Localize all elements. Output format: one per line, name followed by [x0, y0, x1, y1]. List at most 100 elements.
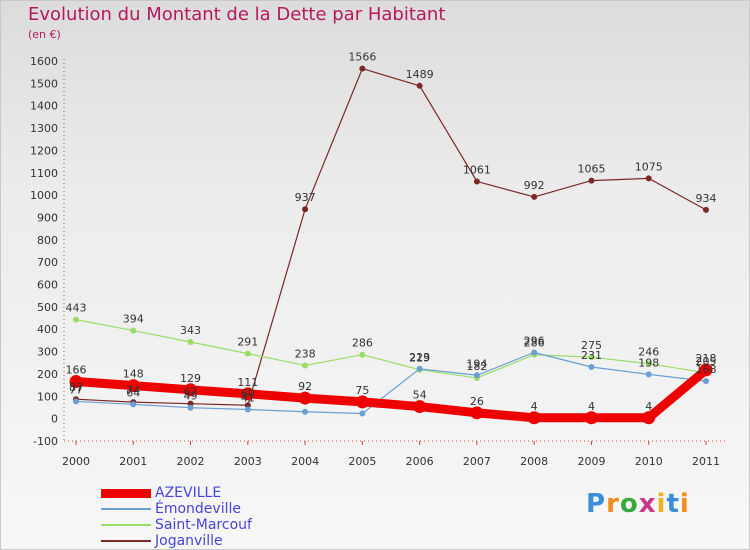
data-point — [359, 65, 366, 72]
legend-swatch — [101, 524, 151, 526]
data-point — [302, 206, 309, 213]
data-point — [413, 400, 427, 414]
y-tick-label: 200 — [37, 368, 58, 381]
data-label: 291 — [237, 336, 258, 349]
data-point — [588, 364, 595, 371]
data-label: 443 — [66, 302, 87, 315]
series-line-azeville — [75, 366, 709, 423]
data-point — [703, 206, 709, 213]
data-label: 4 — [588, 400, 595, 413]
y-tick-label: 700 — [37, 256, 58, 269]
data-point — [302, 408, 309, 415]
data-label: 54 — [413, 389, 427, 402]
data-point — [244, 406, 251, 413]
data-point — [244, 402, 251, 409]
data-label: 64 — [126, 386, 140, 399]
data-label: 182 — [466, 360, 487, 373]
x-tick-label: 2004 — [291, 455, 319, 468]
data-point — [645, 371, 652, 378]
data-label: 194 — [466, 357, 487, 370]
data-label: 74 — [126, 384, 140, 397]
data-point — [130, 327, 137, 334]
legend-label: Joganville — [155, 533, 223, 549]
data-point — [584, 411, 598, 425]
data-label: 4 — [645, 400, 652, 413]
data-point — [645, 175, 652, 182]
y-tick-label: 0 — [51, 413, 58, 426]
y-tick-label: 900 — [37, 211, 58, 224]
series-line-saint-marcouf — [75, 319, 707, 379]
data-label: 92 — [298, 380, 312, 393]
data-point — [470, 406, 484, 420]
y-tick-label: 500 — [37, 301, 58, 314]
data-label: 1065 — [577, 163, 605, 176]
y-tick-label: -100 — [33, 435, 58, 448]
x-tick-label: 2010 — [635, 455, 663, 468]
data-label: 1075 — [635, 160, 663, 173]
data-label: 148 — [123, 368, 144, 381]
data-point — [703, 378, 709, 385]
data-point — [244, 350, 251, 357]
data-label: 49 — [184, 390, 198, 403]
data-label: 77 — [69, 383, 83, 396]
data-label: 238 — [295, 347, 316, 360]
data-point — [699, 363, 713, 377]
data-label: 166 — [66, 364, 87, 377]
data-label: 205 — [696, 355, 717, 368]
data-point — [473, 178, 480, 185]
data-point — [126, 379, 140, 393]
data-label: 111 — [237, 376, 258, 389]
data-label: 394 — [123, 313, 144, 326]
data-point — [241, 387, 255, 401]
data-label: 286 — [524, 337, 545, 350]
data-label: 275 — [581, 339, 602, 352]
data-point — [473, 372, 480, 379]
data-label: 246 — [638, 346, 659, 359]
legend-label: AZEVILLE — [155, 485, 222, 501]
data-point — [130, 401, 137, 408]
x-tick-label: 2011 — [692, 455, 720, 468]
x-tick-label: 2007 — [463, 455, 491, 468]
data-label: 67 — [184, 386, 198, 399]
data-label: 218 — [696, 352, 717, 365]
x-tick-label: 2005 — [348, 455, 376, 468]
legend-swatch — [101, 508, 151, 510]
data-point — [73, 398, 79, 405]
legend-label: Émondeville — [155, 501, 241, 517]
x-tick-label: 2006 — [406, 455, 434, 468]
data-label: 992 — [524, 179, 545, 192]
data-point — [642, 411, 656, 425]
legend-label: Saint-Marcouf — [155, 517, 252, 533]
data-label: 223 — [409, 351, 430, 364]
data-label: 168 — [696, 363, 717, 376]
data-point — [69, 375, 83, 389]
data-point — [588, 177, 595, 184]
data-point — [187, 338, 194, 345]
chart-title: Evolution du Montant de la Dette par Hab… — [28, 4, 446, 25]
y-tick-label: 600 — [37, 279, 58, 292]
y-tick-label: 400 — [37, 323, 58, 336]
data-point — [645, 360, 652, 367]
y-tick-label: 300 — [37, 346, 58, 359]
data-label: 4 — [531, 400, 538, 413]
data-point — [416, 365, 423, 372]
data-point — [531, 349, 538, 356]
x-tick-label: 2008 — [520, 455, 548, 468]
data-point — [302, 362, 309, 369]
y-tick-label: 100 — [37, 390, 58, 403]
data-point — [527, 411, 541, 425]
data-label: 231 — [581, 349, 602, 362]
data-label: 60 — [241, 387, 255, 400]
data-point — [355, 395, 369, 409]
data-label: 1566 — [348, 51, 376, 64]
y-tick-label: 1400 — [30, 100, 58, 113]
y-tick-label: 1600 — [30, 55, 58, 68]
x-tick-label: 2002 — [177, 455, 205, 468]
series-line-joganville — [75, 67, 707, 406]
data-point — [588, 354, 595, 361]
y-tick-label: 800 — [37, 234, 58, 247]
data-point — [187, 404, 194, 411]
x-tick-label: 2003 — [234, 455, 262, 468]
data-label: 87 — [69, 381, 83, 394]
